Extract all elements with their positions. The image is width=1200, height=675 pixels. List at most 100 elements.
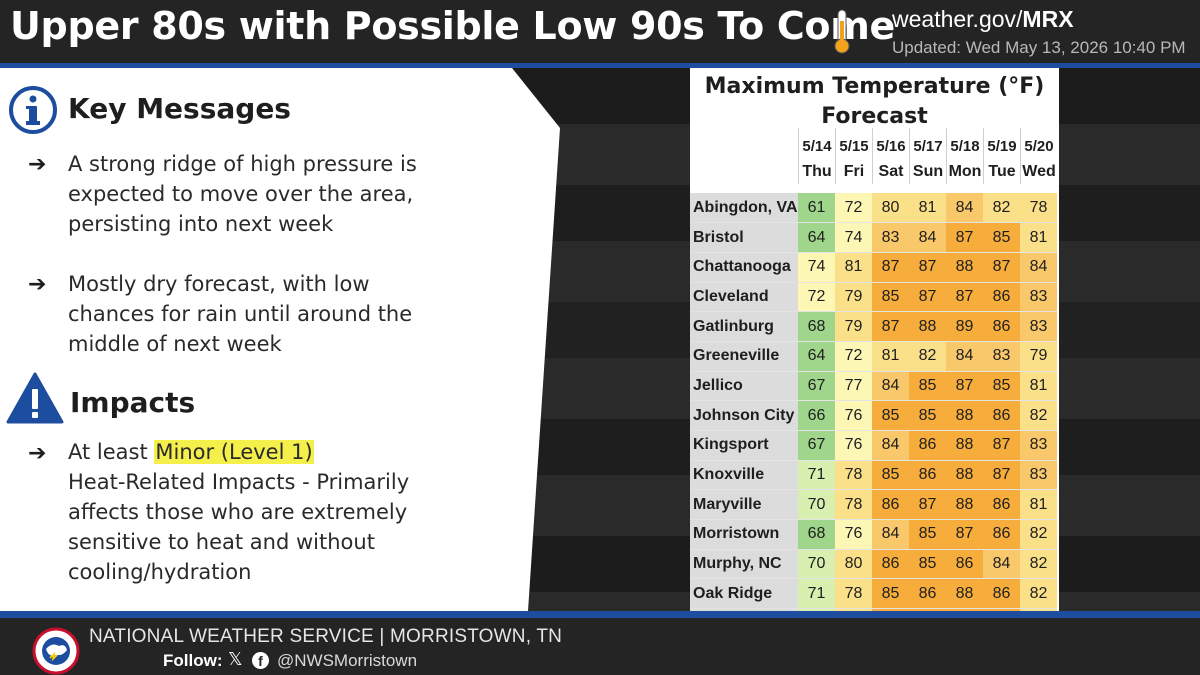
temperature-cell: 85 — [909, 549, 946, 580]
key-message-2-line-3: middle of next week — [68, 332, 282, 356]
temperature-cell: 87 — [872, 311, 909, 342]
x-icon[interactable]: 𝕏 — [228, 649, 243, 669]
table-row: Chattanooga 74 81 87 87 88 87 84 — [690, 252, 1057, 283]
temperature-cell: 61 — [798, 193, 835, 224]
bullet-arrow-icon: ➔ — [28, 151, 47, 176]
weekday-label: Sun — [912, 163, 944, 180]
day-header: 5/14 Thu — [798, 128, 835, 184]
city-name: Chattanooga — [690, 252, 798, 283]
nws-logo-icon[interactable] — [32, 627, 80, 675]
forecast-table-title: Maximum Temperature (°F) Forecast — [690, 72, 1059, 132]
temperature-cell: 85 — [872, 282, 909, 313]
table-row: Greeneville 64 72 81 82 84 83 79 — [690, 341, 1057, 372]
temperature-cell: 83 — [1020, 282, 1057, 313]
follow-label: Follow: — [163, 651, 223, 670]
temperature-cell: 86 — [872, 549, 909, 580]
warning-icon — [6, 372, 64, 424]
temperature-cell: 82 — [909, 341, 946, 372]
facebook-icon[interactable]: f — [252, 652, 269, 669]
city-name: Murphy, NC — [690, 549, 798, 580]
forecast-title-line-2: Forecast — [821, 104, 928, 129]
temperature-cell: 87 — [946, 519, 983, 550]
table-row: Maryville 70 78 86 87 88 86 81 — [690, 489, 1057, 521]
table-row: Murphy, NC 70 80 86 85 86 84 82 — [690, 549, 1057, 580]
city-name: Morristown — [690, 519, 798, 550]
temperature-cell: 88 — [946, 400, 983, 431]
table-row: Abingdon, VA 61 72 80 81 84 82 78 — [690, 193, 1057, 224]
website-link[interactable]: weather.gov/MRX — [892, 6, 1074, 32]
date-label: 5/15 — [839, 138, 869, 155]
temperature-cell: 81 — [1020, 222, 1057, 253]
day-header: 5/19 Tue — [983, 128, 1020, 184]
temperature-cell: 78 — [835, 578, 872, 610]
table-row: Oak Ridge 71 78 85 86 88 86 82 — [690, 578, 1057, 610]
weekday-label: Tue — [988, 163, 1016, 180]
impact-line-5: cooling/hydration — [68, 560, 252, 584]
temperature-cell: 72 — [798, 282, 835, 313]
date-label: 5/18 — [950, 138, 980, 155]
city-name: Gatlinburg — [690, 311, 798, 342]
temperature-cell: 86 — [983, 489, 1020, 521]
temperature-cell: 87 — [946, 371, 983, 402]
city-name: Abingdon, VA — [690, 193, 798, 224]
temperature-cell: 84 — [946, 193, 983, 224]
temperature-cell: 88 — [946, 460, 983, 491]
social-handle[interactable]: @NWSMorristown — [277, 651, 418, 670]
updated-timestamp: Updated: Wed May 13, 2026 10:40 PM — [892, 38, 1186, 57]
city-name: Kingsport — [690, 430, 798, 461]
temperature-cell: 84 — [1020, 252, 1057, 283]
temperature-cell: 88 — [946, 252, 983, 283]
city-name: Greeneville — [690, 341, 798, 372]
day-header: 5/16 Sat — [872, 128, 909, 184]
weekday-label: Sat — [878, 163, 904, 180]
temperature-cell: 70 — [798, 549, 835, 580]
temperature-cell: 79 — [1020, 341, 1057, 372]
accent-bar-bottom — [0, 611, 1200, 618]
table-row: Morristown 68 76 84 85 87 86 82 — [690, 519, 1057, 550]
office-name: NATIONAL WEATHER SERVICE | MORRISTOWN, T… — [89, 626, 563, 647]
temperature-cell: 88 — [946, 489, 983, 521]
temperature-cell: 86 — [983, 282, 1020, 313]
temperature-cell: 88 — [909, 311, 946, 342]
forecast-table: Abingdon, VA 61 72 80 81 84 82 78 Bristol 64 74 83 8… — [690, 193, 1057, 639]
temperature-cell: 77 — [835, 371, 872, 402]
key-message-1-line-2: expected to move over the area, — [68, 182, 414, 206]
city-name: Cleveland — [690, 282, 798, 313]
key-message-1-line-1: A strong ridge of high pressure is — [68, 152, 417, 176]
temperature-cell: 76 — [835, 519, 872, 550]
impact-line-3: affects those who are extremely — [68, 500, 408, 524]
bullet-arrow-icon: ➔ — [28, 440, 47, 465]
temperature-cell: 82 — [983, 193, 1020, 224]
temperature-cell: 74 — [835, 222, 872, 253]
temperature-cell: 87 — [946, 222, 983, 253]
day-header: 5/15 Fri — [835, 128, 872, 184]
temperature-cell: 87 — [909, 489, 946, 521]
temperature-cell: 78 — [1020, 193, 1057, 224]
city-name: Jellico — [690, 371, 798, 402]
temperature-cell: 85 — [909, 400, 946, 431]
temperature-cell: 83 — [1020, 430, 1057, 461]
temperature-cell: 86 — [909, 578, 946, 610]
temperature-cell: 85 — [872, 578, 909, 610]
temperature-cell: 76 — [835, 430, 872, 461]
table-row: Knoxville 71 78 85 86 88 87 83 — [690, 460, 1057, 491]
temperature-cell: 70 — [798, 489, 835, 521]
weekday-label: Fri — [843, 163, 865, 180]
date-label: 5/19 — [987, 138, 1017, 155]
temperature-cell: 87 — [983, 252, 1020, 283]
temperature-cell: 87 — [946, 282, 983, 313]
impact-level-highlight: Minor (Level 1) — [154, 440, 314, 464]
temperature-cell: 87 — [983, 430, 1020, 461]
city-name: Oak Ridge — [690, 578, 798, 610]
temperature-cell: 85 — [909, 371, 946, 402]
date-label: 5/16 — [876, 138, 906, 155]
temperature-cell: 83 — [1020, 460, 1057, 491]
day-header: 5/20 Wed — [1020, 128, 1057, 184]
thermometer-icon — [834, 9, 850, 54]
key-message-1-line-3: persisting into next week — [68, 212, 334, 236]
table-row: Kingsport 67 76 84 86 88 87 83 — [690, 430, 1057, 461]
temperature-cell: 79 — [835, 311, 872, 342]
temperature-cell: 84 — [983, 549, 1020, 580]
temperature-cell: 85 — [983, 371, 1020, 402]
temperature-cell: 82 — [1020, 549, 1057, 580]
